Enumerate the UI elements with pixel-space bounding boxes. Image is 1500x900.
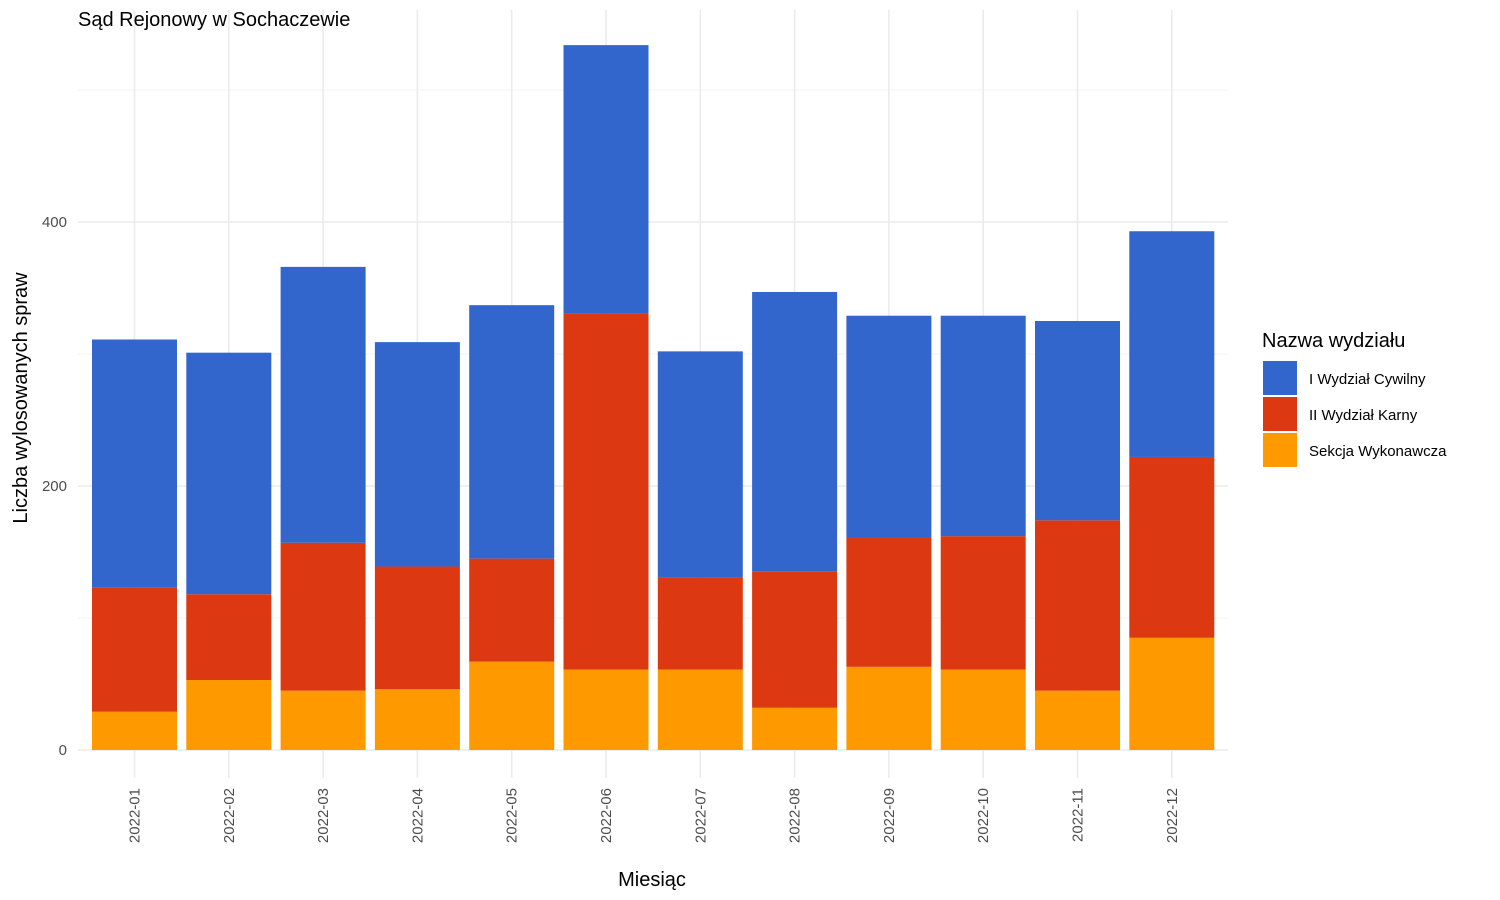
x-tick-label: 2022-12 <box>1164 788 1181 843</box>
bar-2022-11-sekcja-wykonawcza <box>1035 690 1120 750</box>
bar-2022-01-i-wydzia-cywilny <box>92 339 177 588</box>
y-axis-ticks: 0 200 400 <box>42 214 67 759</box>
x-tick-label: 2022-05 <box>504 788 521 843</box>
legend: Nazwa wydziału I Wydział Cywilny II Wydzi… <box>1262 330 1447 467</box>
bar-2022-12-i-wydzia-cywilny <box>1129 231 1215 457</box>
bar-2022-03-sekcja-wykonawcza <box>280 690 366 750</box>
bar-2022-06-ii-wydzia-karny <box>563 313 649 670</box>
y-tick-label: 400 <box>42 214 67 231</box>
bar-2022-01-sekcja-wykonawcza <box>92 711 177 750</box>
bar-2022-06-sekcja-wykonawcza <box>563 669 649 750</box>
bar-2022-02-i-wydzia-cywilny <box>186 352 272 595</box>
x-tick-label: 2022-09 <box>881 788 898 843</box>
y-tick-label: 0 <box>59 742 67 759</box>
bar-2022-09-i-wydzia-cywilny <box>846 315 932 538</box>
chart-title: Sąd Rejonowy w Sochaczewie <box>78 9 350 31</box>
bar-2022-11-ii-wydzia-karny <box>1035 520 1120 691</box>
x-axis-title: Miesiąc <box>618 869 686 891</box>
bar-2022-04-ii-wydzia-karny <box>374 566 460 690</box>
y-tick-label: 200 <box>42 478 67 495</box>
bar-2022-08-sekcja-wykonawcza <box>752 707 838 750</box>
x-tick-label: 2022-11 <box>1070 788 1087 842</box>
bar-2022-05-ii-wydzia-karny <box>469 558 555 662</box>
bar-2022-04-i-wydzia-cywilny <box>374 342 460 567</box>
bar-2022-12-sekcja-wykonawcza <box>1129 637 1215 750</box>
bar-2022-08-ii-wydzia-karny <box>752 571 838 708</box>
bar-2022-05-sekcja-wykonawcza <box>469 661 555 750</box>
x-tick-label: 2022-01 <box>127 788 144 843</box>
x-tick-label: 2022-10 <box>975 788 992 843</box>
x-tick-label: 2022-04 <box>409 788 426 843</box>
bar-2022-04-sekcja-wykonawcza <box>374 689 460 750</box>
bar-2022-01-ii-wydzia-karny <box>92 587 177 712</box>
bar-2022-07-i-wydzia-cywilny <box>657 351 743 578</box>
bar-2022-02-sekcja-wykonawcza <box>186 680 272 750</box>
y-axis-title: Liczba wylosowanych spraw <box>10 272 32 524</box>
x-tick-label: 2022-08 <box>787 788 804 843</box>
x-tick-label: 2022-02 <box>221 788 238 843</box>
x-tick-label: 2022-03 <box>315 788 332 843</box>
legend-label: I Wydział Cywilny <box>1309 371 1426 388</box>
legend-key <box>1263 433 1297 467</box>
bar-2022-10-i-wydzia-cywilny <box>940 315 1026 537</box>
bar-2022-03-ii-wydzia-karny <box>280 542 366 691</box>
bar-2022-06-i-wydzia-cywilny <box>563 45 649 314</box>
x-axis-ticks: 2022-01 2022-02 2022-03 2022-04 2022-05 2022-… <box>127 788 1181 843</box>
bars <box>92 45 1215 750</box>
bar-2022-10-ii-wydzia-karny <box>940 536 1026 670</box>
bar-2022-09-ii-wydzia-karny <box>846 537 932 667</box>
bar-2022-02-ii-wydzia-karny <box>186 594 272 681</box>
bar-2022-11-i-wydzia-cywilny <box>1035 321 1120 521</box>
bar-2022-05-i-wydzia-cywilny <box>469 305 555 559</box>
legend-key <box>1263 397 1297 431</box>
bar-2022-07-ii-wydzia-karny <box>657 577 743 670</box>
legend-label: Sekcja Wykonawcza <box>1309 443 1447 460</box>
bar-2022-09-sekcja-wykonawcza <box>846 666 932 750</box>
legend-title: Nazwa wydziału <box>1262 330 1405 352</box>
x-tick-label: 2022-06 <box>598 788 615 843</box>
bar-2022-10-sekcja-wykonawcza <box>940 669 1026 750</box>
bar-2022-03-i-wydzia-cywilny <box>280 266 366 543</box>
legend-label: II Wydział Karny <box>1309 407 1418 424</box>
bar-2022-12-ii-wydzia-karny <box>1129 456 1215 638</box>
bar-2022-08-i-wydzia-cywilny <box>752 291 838 572</box>
bar-2022-07-sekcja-wykonawcza <box>657 669 743 750</box>
legend-key <box>1263 361 1297 395</box>
x-tick-label: 2022-07 <box>692 788 709 843</box>
